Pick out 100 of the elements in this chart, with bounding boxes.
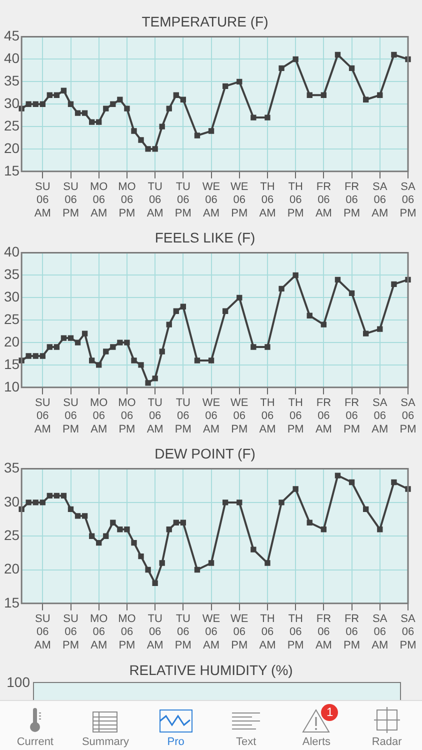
point xyxy=(320,322,327,328)
point xyxy=(377,92,383,98)
point xyxy=(194,132,200,138)
y-tick-label: 35 xyxy=(4,460,20,476)
x-tick-label: WE 06 AM xyxy=(202,181,220,220)
point xyxy=(278,286,284,292)
point xyxy=(377,526,383,532)
point xyxy=(264,560,270,566)
x-tick-label: WE 06 PM xyxy=(230,397,248,436)
point xyxy=(264,114,270,120)
point xyxy=(152,376,158,382)
point xyxy=(320,92,327,98)
x-tick-label: TH 06 PM xyxy=(287,181,304,220)
point xyxy=(46,492,53,499)
point xyxy=(334,276,341,283)
point xyxy=(82,513,88,519)
y-tick-label: 25 xyxy=(4,310,20,327)
point xyxy=(124,106,130,112)
y-tick-label: 40 xyxy=(4,244,20,260)
y-tick-label: 15 xyxy=(4,594,20,610)
point xyxy=(54,492,60,499)
x-tick-label: MO 06 PM xyxy=(118,397,136,436)
point xyxy=(32,500,38,506)
y-tick-label: 30 xyxy=(4,288,20,305)
y-tick-label: 35 xyxy=(4,266,20,282)
point xyxy=(377,326,383,332)
point xyxy=(405,486,411,492)
point xyxy=(124,340,130,346)
point xyxy=(110,520,116,526)
point xyxy=(306,520,312,526)
y-tick-label: 40 xyxy=(4,50,20,66)
x-tick-label: SA 06 PM xyxy=(400,181,416,220)
point xyxy=(131,358,137,364)
point xyxy=(40,500,46,506)
point xyxy=(18,358,24,364)
y-tick-label: 15 xyxy=(4,162,20,178)
point xyxy=(236,78,242,85)
point xyxy=(348,290,355,296)
point xyxy=(117,96,123,102)
point xyxy=(60,492,67,499)
point xyxy=(82,330,88,336)
point xyxy=(250,344,256,350)
x-tick-label: TU 06 PM xyxy=(174,613,192,652)
x-tick-label: TU 06 PM xyxy=(174,397,192,436)
point xyxy=(159,124,165,130)
point xyxy=(145,380,151,386)
point xyxy=(18,106,24,112)
x-tick-label: SU 06 PM xyxy=(62,181,80,220)
text: Alerts xyxy=(302,736,331,748)
point xyxy=(180,520,186,526)
point xyxy=(96,119,102,125)
x-tick-label: WE 06 PM xyxy=(230,181,248,220)
point xyxy=(74,110,81,116)
x-tick-label: TU 06 AM xyxy=(146,613,164,652)
point xyxy=(292,486,298,492)
point xyxy=(363,506,369,512)
x-tick-label: MO 06 AM xyxy=(90,181,108,220)
point xyxy=(74,513,81,519)
point xyxy=(138,137,144,143)
point xyxy=(278,65,284,72)
point xyxy=(173,308,179,314)
point xyxy=(208,560,214,566)
point xyxy=(131,128,137,134)
point xyxy=(138,553,144,560)
point xyxy=(145,566,151,573)
point xyxy=(250,114,256,120)
x-tick-label: FR 06 AM xyxy=(315,613,332,652)
point xyxy=(166,106,172,112)
y-tick-label: 30 xyxy=(4,94,20,111)
chart-title: TEMPERATURE (F) xyxy=(142,13,268,30)
x-tick-label: SA 06 PM xyxy=(400,397,416,436)
y-tick-label: 45 xyxy=(4,28,20,44)
y-tick-label: 30 xyxy=(4,493,20,510)
point xyxy=(145,146,151,152)
point xyxy=(194,566,200,573)
y-tick-label: 20 xyxy=(4,140,20,156)
point xyxy=(60,88,67,94)
point xyxy=(88,533,95,539)
point xyxy=(82,110,88,116)
point xyxy=(40,101,46,107)
point xyxy=(292,272,298,278)
x-tick-label: TH 06 PM xyxy=(287,613,304,652)
y-tick-label: 35 xyxy=(4,72,20,89)
point xyxy=(306,312,312,318)
x-tick-label: TU 06 AM xyxy=(146,181,164,220)
point xyxy=(32,353,38,359)
point xyxy=(74,340,81,346)
x-tick-label: SU 06 AM xyxy=(34,181,51,220)
point xyxy=(166,322,172,328)
point xyxy=(40,353,46,359)
x-tick-label: SA 06 AM xyxy=(372,397,388,436)
point xyxy=(348,479,355,486)
point xyxy=(194,358,200,364)
point xyxy=(88,119,95,125)
y-tick-label: 15 xyxy=(4,356,20,372)
point xyxy=(138,362,144,368)
text: RELATIVE HUMIDITY (%) xyxy=(129,662,293,678)
x-tick-label: FR 06 PM xyxy=(344,397,360,436)
point xyxy=(222,308,228,314)
point xyxy=(54,344,60,350)
